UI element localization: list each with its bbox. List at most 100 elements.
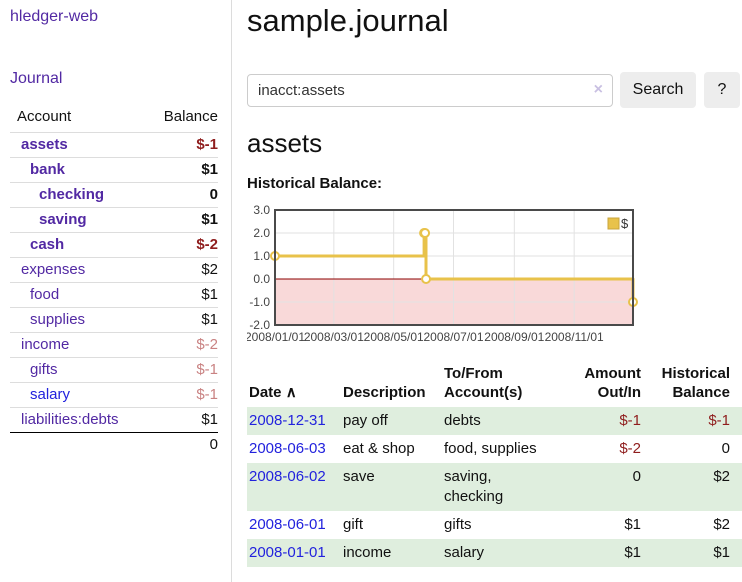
register-cell-description: pay off — [341, 407, 442, 435]
accounts-header-account: Account — [10, 104, 149, 133]
sidebar-item-journal[interactable]: Journal — [10, 70, 62, 88]
account-balance: $-1 — [149, 383, 218, 408]
register-cell-amount: $1 — [556, 539, 641, 567]
y-tick-label: 0.0 — [253, 272, 270, 286]
register-cell-description: eat & shop — [341, 435, 442, 463]
data-point-marker — [422, 275, 430, 283]
account-balance: $2 — [149, 258, 218, 283]
register-cell-accounts: salary — [442, 539, 556, 567]
transaction-date-link[interactable]: 2008-12-31 — [249, 412, 326, 429]
accounts-table-body: assets$-1bank$1checking0saving$1cash$-2e… — [10, 133, 218, 433]
sort-ascending-icon: ∧ — [286, 384, 297, 401]
register-cell-date: 2008-06-03 — [247, 435, 341, 463]
search-input[interactable] — [247, 74, 613, 107]
register-cell-accounts: saving, checking — [442, 463, 556, 511]
transaction-date-link[interactable]: 2008-06-01 — [249, 516, 326, 533]
account-row: bank $1 — [10, 158, 218, 183]
register-header-balance: Historical Balance — [641, 362, 742, 407]
account-link[interactable]: gifts — [30, 361, 58, 378]
clear-search-icon[interactable]: × — [594, 82, 603, 98]
register-header-description: Description — [341, 362, 442, 407]
search-button[interactable]: Search — [620, 72, 696, 108]
register-cell-date: 2008-06-02 — [247, 463, 341, 511]
account-link[interactable]: saving — [39, 211, 87, 228]
register-cell-amount: 0 — [556, 463, 641, 511]
account-balance: $-2 — [149, 333, 218, 358]
x-tick-label: 2008/07/01 — [423, 330, 483, 344]
account-row: income $-2 — [10, 333, 218, 358]
register-row: 2008-01-01incomesalary$1$1 — [247, 539, 742, 567]
register-header-amount: Amount Out/In — [556, 362, 641, 407]
search-form: × Search ? — [247, 72, 742, 108]
balance-chart[interactable]: $3.02.01.00.0-1.0-2.02008/01/012008/03/0… — [247, 203, 742, 348]
account-row: checking 0 — [10, 183, 218, 208]
page-title: sample.journal — [247, 2, 742, 40]
register-cell-balance: $1 — [641, 539, 742, 567]
account-balance: 0 — [149, 183, 218, 208]
x-tick-label: 2008/09/01 — [484, 330, 544, 344]
register-row: 2008-06-03eat & shopfood, supplies$-20 — [247, 435, 742, 463]
account-link[interactable]: liabilities:debts — [21, 411, 119, 428]
account-row: food $1 — [10, 283, 218, 308]
register-cell-balance: $2 — [641, 463, 742, 511]
x-tick-label: 2008/05/01 — [364, 330, 424, 344]
register-cell-description: save — [341, 463, 442, 511]
register-row: 2008-06-01giftgifts$1$2 — [247, 511, 742, 539]
account-row: expenses $2 — [10, 258, 218, 283]
register-cell-description: income — [341, 539, 442, 567]
register-cell-date: 2008-12-31 — [247, 407, 341, 435]
register-row: 2008-12-31pay offdebts$-1$-1 — [247, 407, 742, 435]
app-title-link[interactable]: hledger-web — [10, 8, 98, 25]
account-link[interactable]: cash — [30, 236, 64, 253]
account-row: supplies$1 — [10, 308, 218, 333]
register-header-row: Date ∧ Description To/From Account(s) Am… — [247, 362, 742, 407]
sidebar: hledger-web Journal Account Balance asse… — [0, 0, 232, 582]
x-tick-label: 2008/01/01 — [247, 330, 305, 344]
account-heading: assets — [247, 128, 742, 158]
help-button[interactable]: ? — [704, 72, 740, 108]
account-row: cash $-2 — [10, 233, 218, 258]
register-cell-accounts: debts — [442, 407, 556, 435]
accounts-total-value: 0 — [149, 433, 218, 458]
register-header-date[interactable]: Date ∧ — [247, 362, 341, 407]
transaction-date-link[interactable]: 2008-06-03 — [249, 440, 326, 457]
register-cell-balance: $2 — [641, 511, 742, 539]
register-cell-amount: $-2 — [556, 435, 641, 463]
register-cell-date: 2008-01-01 — [247, 539, 341, 567]
account-balance: $1 — [149, 158, 218, 183]
accounts-header-balance: Balance — [149, 104, 218, 133]
transaction-date-link[interactable]: 2008-01-01 — [249, 544, 326, 561]
y-tick-label: -1.0 — [249, 295, 270, 309]
account-link[interactable]: bank — [30, 161, 65, 178]
main-content: sample.journal × Search ? assets Histori… — [247, 0, 742, 567]
chart-title: Historical Balance: — [247, 175, 742, 193]
account-link[interactable]: checking — [39, 186, 104, 203]
account-row: saving $1 — [10, 208, 218, 233]
account-link[interactable]: expenses — [21, 261, 85, 278]
register-cell-balance: $-1 — [641, 407, 742, 435]
account-row: salary $-1 — [10, 383, 218, 408]
account-link[interactable]: assets — [21, 136, 68, 153]
register-cell-date: 2008-06-01 — [247, 511, 341, 539]
y-tick-label: 1.0 — [253, 249, 270, 263]
account-row: assets$-1 — [10, 133, 218, 158]
y-tick-label: 2.0 — [253, 226, 270, 240]
register-cell-accounts: food, supplies — [442, 435, 556, 463]
x-tick-label: 2008/03/01 — [304, 330, 364, 344]
data-point-marker — [421, 229, 429, 237]
register-cell-accounts: gifts — [442, 511, 556, 539]
account-balance: $-2 — [149, 233, 218, 258]
accounts-total-row: 0 — [10, 433, 218, 458]
register-table-body: 2008-12-31pay offdebts$-1$-12008-06-03ea… — [247, 407, 742, 567]
register-cell-description: gift — [341, 511, 442, 539]
account-link[interactable]: supplies — [30, 311, 85, 328]
account-balance: $1 — [149, 408, 218, 433]
historical-balance-chart-wrap: $3.02.01.00.0-1.0-2.02008/01/012008/03/0… — [247, 203, 742, 348]
account-link[interactable]: salary — [30, 386, 70, 403]
legend-swatch — [608, 218, 619, 229]
account-link[interactable]: income — [21, 336, 69, 353]
account-balance: $1 — [149, 283, 218, 308]
account-balance: $1 — [149, 208, 218, 233]
account-link[interactable]: food — [30, 286, 59, 303]
transaction-date-link[interactable]: 2008-06-02 — [249, 468, 326, 485]
